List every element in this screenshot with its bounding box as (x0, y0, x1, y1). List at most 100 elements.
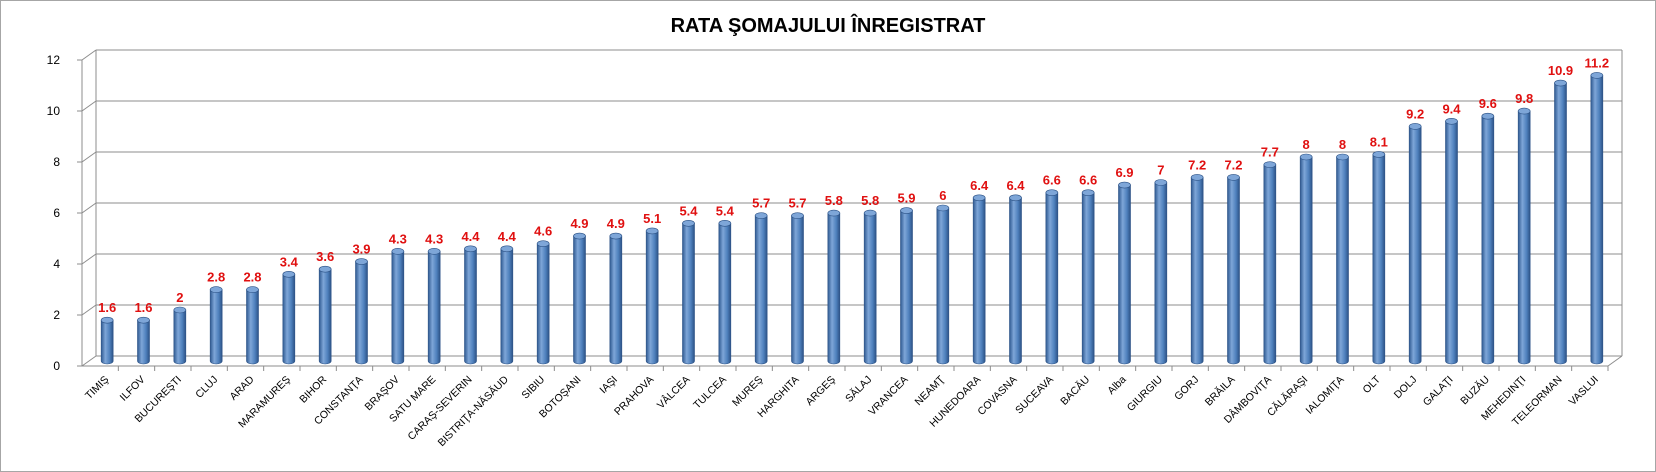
bar-top-19 (791, 212, 804, 219)
data-label-33: 8 (1303, 137, 1310, 152)
gridline-diagonal (81, 151, 97, 163)
bar-top-1 (137, 316, 150, 324)
bar-39 (1517, 110, 1531, 365)
bar-31 (1227, 177, 1240, 365)
data-label-16: 5.4 (679, 203, 698, 218)
bar-top-18 (754, 212, 768, 219)
data-label-11: 4.4 (498, 229, 517, 244)
bar-35 (1372, 154, 1386, 365)
y-tick-label: 8 (53, 155, 60, 169)
bar-top-0 (100, 316, 114, 324)
grid-layer: 0 2 4 6 8 10 12 (47, 49, 1623, 373)
bar-top-8 (391, 248, 405, 255)
data-label-41: 11.2 (1585, 55, 1610, 70)
bar-41 (1590, 75, 1604, 365)
bar-9 (427, 251, 441, 365)
data-label-22: 5.9 (897, 191, 915, 206)
gridline-diagonal (81, 304, 97, 316)
bar-top-15 (645, 227, 659, 235)
data-label-15: 5.1 (643, 211, 661, 226)
bar-29 (1154, 182, 1168, 365)
bar-10 (464, 248, 477, 365)
bar-top-20 (827, 209, 841, 217)
bar-5 (282, 274, 296, 365)
bar-22 (900, 210, 913, 365)
bar-23 (936, 207, 950, 365)
bar-top-17 (718, 220, 732, 227)
data-label-13: 4.9 (570, 216, 588, 231)
y-tick-label: 4 (53, 257, 60, 271)
data-label-24: 6.4 (970, 178, 989, 193)
data-label-20: 5.8 (825, 193, 843, 208)
data-label-12: 4.6 (534, 224, 552, 239)
bar-top-13 (573, 232, 586, 240)
bar-top-29 (1154, 179, 1168, 186)
bar-top-7 (355, 258, 368, 265)
bar-2 (173, 309, 187, 365)
bar-21 (863, 212, 877, 365)
bar-0 (100, 319, 114, 365)
gridline-diagonal (81, 100, 97, 112)
bar-33 (1299, 156, 1313, 365)
bar-15 (645, 230, 659, 365)
bar-4 (246, 289, 259, 365)
bar-top-37 (1445, 118, 1458, 125)
data-label-3: 2.8 (207, 270, 225, 285)
bar-37 (1445, 121, 1458, 365)
y-tick-label: 6 (53, 206, 60, 220)
bar-top-25 (1009, 194, 1022, 202)
data-label-19: 5.7 (788, 196, 806, 211)
data-label-14: 4.9 (607, 216, 625, 231)
bar-24 (972, 197, 986, 365)
bar-top-28 (1118, 181, 1131, 189)
gridline-diagonal (81, 49, 97, 61)
gridline-diagonal (81, 202, 97, 214)
bar-top-6 (318, 265, 332, 273)
y-tick-label: 12 (47, 53, 61, 67)
data-label-9: 4.3 (425, 231, 443, 246)
bar-7 (355, 261, 368, 365)
bar-40 (1554, 82, 1567, 365)
bar-top-5 (282, 270, 296, 278)
data-label-23: 6 (939, 188, 946, 203)
bar-top-11 (500, 245, 514, 253)
data-label-17: 5.4 (716, 203, 735, 218)
bar-top-40 (1554, 79, 1567, 87)
bar-top-21 (863, 209, 877, 217)
bar-top-22 (900, 207, 913, 214)
data-label-4: 2.8 (243, 270, 261, 285)
data-label-25: 6.4 (1006, 178, 1025, 193)
chart-title: RATA ŞOMAJULUI ÎNREGISTRAT (671, 13, 986, 37)
bar-14 (609, 235, 623, 365)
bar-1 (137, 319, 150, 365)
data-label-6: 3.6 (316, 249, 334, 264)
data-label-10: 4.4 (461, 229, 480, 244)
gridline-diagonal (81, 355, 97, 367)
bars-layer (100, 72, 1604, 365)
data-label-35: 8.1 (1370, 134, 1388, 149)
bar-11 (500, 248, 514, 365)
data-label-2: 2 (176, 290, 183, 305)
bar-27 (1081, 192, 1095, 365)
bar-top-16 (682, 220, 695, 227)
bar-top-4 (246, 286, 259, 293)
bar-top-24 (972, 194, 986, 202)
data-label-5: 3.4 (280, 254, 299, 269)
bar-top-27 (1081, 189, 1095, 196)
data-label-36: 9.2 (1406, 106, 1424, 121)
bar-top-10 (464, 245, 477, 253)
bar-3 (209, 289, 223, 365)
data-label-38: 9.6 (1479, 96, 1497, 111)
bar-top-2 (173, 306, 187, 314)
bar-36 (1408, 126, 1422, 365)
bar-26 (1045, 192, 1059, 365)
bar-top-33 (1299, 153, 1313, 161)
data-label-27: 6.6 (1079, 173, 1097, 188)
bar-18 (754, 215, 768, 365)
data-label-28: 6.9 (1115, 165, 1133, 180)
data-label-30: 7.2 (1188, 157, 1206, 172)
data-label-21: 5.8 (861, 193, 879, 208)
bar-top-32 (1263, 161, 1277, 168)
